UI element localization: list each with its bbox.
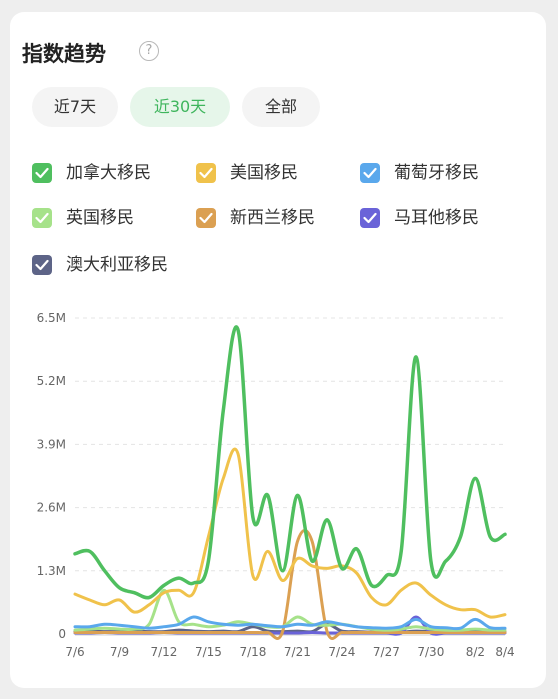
legend-label: 美国移民	[230, 163, 298, 183]
x-tick-label: 7/18	[239, 645, 266, 659]
x-tick-label: 7/12	[150, 645, 177, 659]
x-tick-label: 7/30	[417, 645, 444, 659]
y-tick-label: 3.9M	[37, 437, 66, 451]
x-tick-label: 8/4	[495, 645, 514, 659]
x-tick-label: 7/24	[328, 645, 355, 659]
checkbox-checked-icon[interactable]	[360, 163, 380, 183]
tab-all[interactable]: 全部	[242, 87, 320, 127]
series-line-1	[73, 447, 507, 619]
checkbox-checked-icon[interactable]	[32, 255, 52, 275]
x-tick-label: 7/21	[284, 645, 311, 659]
y-tick-label: 5.2M	[37, 374, 66, 388]
tab-30-days[interactable]: 近30天	[130, 87, 230, 127]
line-chart: 0 1.3M 2.6M 3.9M 5.2M 6.5M 7/6 7/9 7/12 7/15 7/18 7…	[37, 311, 515, 659]
x-tick-label: 7/27	[373, 645, 400, 659]
checkbox-checked-icon[interactable]	[196, 163, 216, 183]
y-tick-label: 1.3M	[37, 564, 66, 578]
y-tick-label: 2.6M	[37, 501, 66, 515]
x-tick-label: 7/9	[110, 645, 129, 659]
legend-label: 葡萄牙移民	[394, 163, 479, 183]
legend-label: 澳大利亚移民	[66, 255, 168, 275]
checkbox-checked-icon[interactable]	[360, 208, 380, 228]
x-tick-label: 7/15	[195, 645, 222, 659]
legend-label: 马耳他移民	[394, 208, 479, 228]
checkbox-checked-icon[interactable]	[32, 163, 52, 183]
y-tick-label: 6.5M	[37, 311, 66, 325]
help-icon[interactable]: ?	[139, 41, 159, 61]
checkbox-checked-icon[interactable]	[196, 208, 216, 228]
tab-7-days[interactable]: 近7天	[32, 87, 118, 127]
series-line-4	[73, 528, 507, 640]
series-line-0	[73, 325, 507, 600]
y-tick-label: 0	[58, 627, 66, 641]
x-tick-label: 7/6	[65, 645, 84, 659]
legend-label: 加拿大移民	[66, 163, 151, 183]
x-tick-label: 8/2	[466, 645, 485, 659]
legend-label: 新西兰移民	[230, 208, 315, 228]
series-line-2	[73, 615, 507, 631]
legend-label: 英国移民	[66, 208, 134, 228]
checkbox-checked-icon[interactable]	[32, 208, 52, 228]
series-line-3	[73, 588, 507, 632]
page-title: 指数趋势	[22, 42, 106, 66]
